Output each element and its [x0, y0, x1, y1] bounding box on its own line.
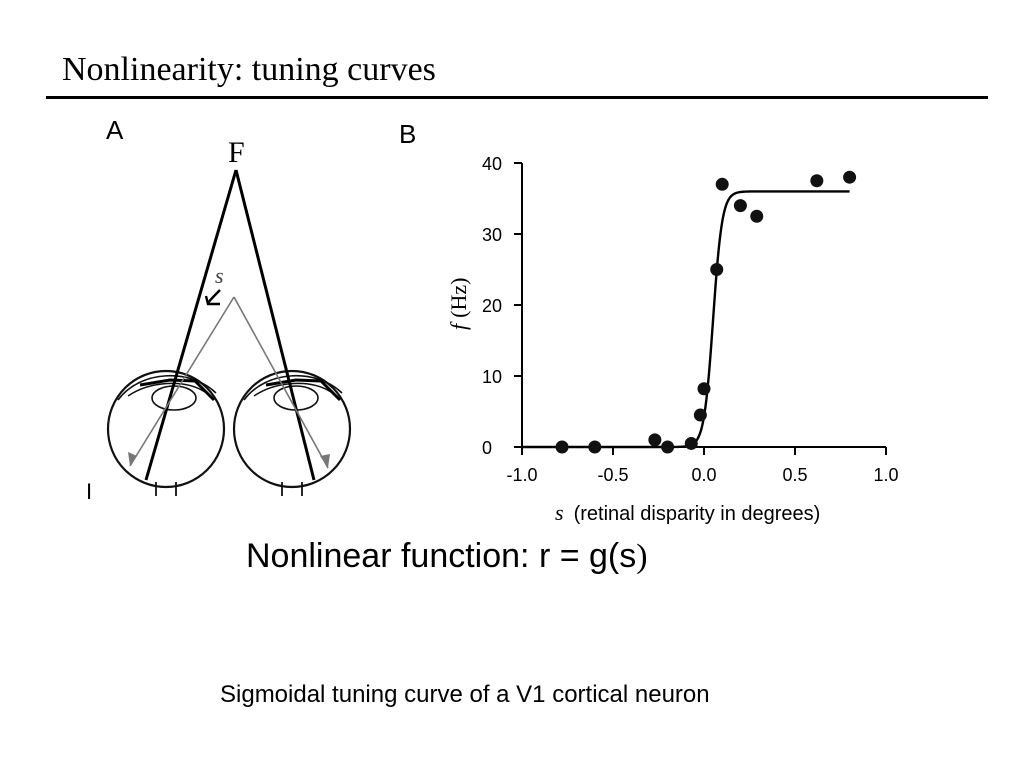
x-axis-symbol: s [555, 500, 564, 525]
y-axis-unit: (Hz) [446, 278, 471, 318]
data-point [750, 209, 764, 223]
fixation-lines [144, 169, 316, 481]
data-point [733, 199, 747, 213]
y-axis-label: f (Hz) [446, 278, 471, 330]
retina-arrowheads [128, 452, 330, 468]
y-axis-symbol: f [446, 321, 471, 330]
slide-title: Nonlinearity: tuning curves [62, 51, 436, 88]
y-tick-label: 10 [482, 367, 502, 387]
data-point [693, 408, 707, 422]
data-point [661, 440, 675, 454]
disparity-lines [129, 296, 329, 469]
panel-a-label: A [106, 115, 124, 145]
x-tick-label: 1.0 [873, 465, 898, 485]
caption-main-paren: ) [636, 538, 648, 575]
caption-main-text: Nonlinear function: r = g(s [246, 537, 637, 575]
data-point [715, 177, 729, 191]
data-point [810, 174, 824, 188]
x-tick-label: -1.0 [506, 465, 537, 485]
x-ticks: -1.0 -0.5 0.0 0.5 1.0 [506, 447, 899, 485]
data-point [684, 436, 698, 450]
data-point [555, 440, 569, 454]
y-tick-label: 0 [482, 438, 492, 458]
caption-sub: Sigmoidal tuning curve of a V1 cortical … [220, 681, 710, 708]
disparity-symbol-label: s [215, 263, 224, 288]
sigmoid-fit-curve [522, 190, 850, 449]
data-points [555, 170, 857, 454]
y-ticks: 0 10 20 30 40 [482, 154, 522, 458]
data-point [648, 433, 662, 447]
panel-b-label: B [399, 119, 417, 149]
stray-mark: I [86, 479, 92, 504]
caption-main: Nonlinear function: r = g(s) [246, 536, 648, 577]
disparity-arrow-icon [204, 289, 221, 306]
data-point [710, 263, 724, 276]
chart-axes [521, 163, 886, 448]
right-eye-icon [232, 369, 352, 496]
y-tick-label: 40 [482, 154, 502, 174]
title-underline [46, 96, 988, 99]
data-point [588, 440, 602, 454]
y-tick-label: 30 [482, 225, 502, 245]
data-point [843, 170, 857, 184]
x-axis-label: s (retinal disparity in degrees) [555, 500, 820, 525]
x-tick-label: 0.5 [782, 465, 807, 485]
data-point [697, 382, 711, 396]
x-tick-label: 0.0 [691, 465, 716, 485]
fixation-point-label: F [228, 136, 245, 169]
x-axis-text: (retinal disparity in degrees) [574, 503, 821, 525]
y-tick-label: 20 [482, 296, 502, 316]
x-tick-label: -0.5 [597, 465, 628, 485]
